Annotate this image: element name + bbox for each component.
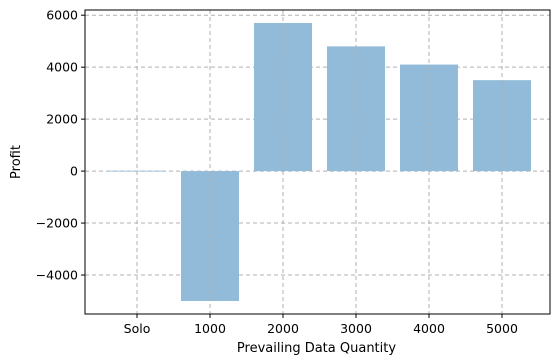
y-tick-label: 0 — [70, 164, 78, 179]
x-tick-label: 2000 — [267, 321, 299, 336]
plot-area-frame — [84, 9, 551, 315]
x-tick-label: 1000 — [194, 321, 226, 336]
x-axis-ticks: Solo 1000 2000 3000 4000 5000 — [124, 314, 518, 336]
vertical-grid-lines — [136, 10, 503, 314]
y-axis-ticks: 6000 4000 2000 0 −2000 −4000 — [36, 8, 85, 283]
x-tick-label: Solo — [124, 321, 151, 336]
x-tick-label: 3000 — [340, 321, 372, 336]
x-tick-label: 4000 — [413, 321, 445, 336]
y-tick-label: −2000 — [36, 216, 78, 231]
x-tick-label: 5000 — [486, 321, 518, 336]
x-axis-label: Prevailing Data Quantity — [237, 341, 396, 355]
y-tick-label: 4000 — [46, 60, 78, 75]
bars — [108, 22, 531, 302]
y-tick-label: 6000 — [46, 8, 78, 23]
y-tick-label: −4000 — [36, 268, 78, 283]
y-tick-label: 2000 — [46, 112, 78, 127]
y-axis-label: Profit — [9, 145, 24, 179]
